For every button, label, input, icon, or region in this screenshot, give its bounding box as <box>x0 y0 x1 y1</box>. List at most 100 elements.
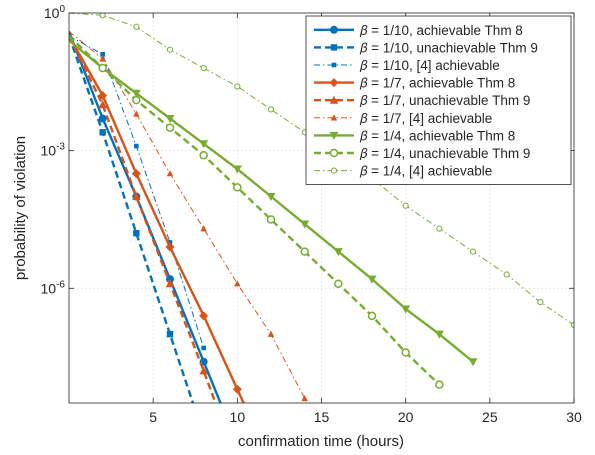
marker <box>267 330 275 337</box>
legend-item: 𝛽 = 1/7, [4] achievable <box>314 111 492 126</box>
marker <box>131 89 141 98</box>
marker <box>301 394 308 402</box>
legend-item: 𝛽 = 1/4, [4] achievable <box>314 164 492 179</box>
legend-label: 𝛽 = 1/10, unachievable Thm 9 <box>359 40 538 55</box>
marker <box>165 123 175 132</box>
marker <box>330 114 338 121</box>
marker <box>503 271 510 278</box>
marker <box>469 248 477 255</box>
marker <box>468 358 478 367</box>
marker <box>329 78 339 88</box>
marker <box>266 215 276 224</box>
marker <box>166 330 174 338</box>
marker <box>401 348 410 357</box>
marker <box>99 13 106 19</box>
legend-item: 𝛽 = 1/7, achievable Thm 8 <box>314 76 515 91</box>
x-tick-label: 30 <box>566 409 582 425</box>
marker <box>435 380 444 389</box>
legend-item: 𝛽 = 1/4, unachievable Thm 9 <box>314 146 530 161</box>
marker <box>234 280 241 287</box>
marker <box>99 129 106 136</box>
marker <box>201 345 206 351</box>
legend-label: 𝛽 = 1/7, achievable Thm 8 <box>359 76 515 91</box>
series-1 <box>69 30 222 403</box>
marker <box>330 25 338 34</box>
series-3 <box>69 35 206 351</box>
marker <box>166 170 174 177</box>
legend-item: 𝛽 = 1/7, unachievable Thm 9 <box>314 93 530 108</box>
series-line <box>69 35 195 403</box>
marker <box>133 230 140 237</box>
marker <box>402 202 409 209</box>
x-tick-label: 10 <box>230 409 246 425</box>
legend: 𝛽 = 1/10, achievable Thm 8 𝛽 = 1/10, unac… <box>305 15 572 185</box>
legend-label: 𝛽 = 1/4, achievable Thm 8 <box>359 128 515 143</box>
marker <box>99 55 106 62</box>
legend-label: 𝛽 = 1/7, unachievable Thm 9 <box>359 93 530 108</box>
marker <box>401 305 411 314</box>
marker <box>98 100 107 109</box>
marker <box>436 225 443 232</box>
marker <box>133 110 140 117</box>
legend-label: 𝛽 = 1/4, unachievable Thm 9 <box>359 146 530 161</box>
legend-item: 𝛽 = 1/10, achievable Thm 8 <box>314 23 523 38</box>
series-5 <box>69 35 217 403</box>
marker <box>367 311 377 321</box>
marker <box>300 247 309 256</box>
legend-item: 𝛽 = 1/10, unachievable Thm 9 <box>314 40 538 55</box>
marker <box>330 44 338 51</box>
series-8 <box>69 35 444 389</box>
series-line <box>69 35 441 386</box>
marker <box>165 279 175 288</box>
x-tick-label: 5 <box>149 409 157 425</box>
marker <box>133 23 140 30</box>
x-tick-label: 20 <box>398 409 414 425</box>
marker <box>367 275 377 284</box>
marker <box>134 143 139 149</box>
series-4 <box>69 35 245 403</box>
marker <box>329 95 339 104</box>
marker <box>234 83 241 90</box>
marker <box>167 240 173 245</box>
series-6 <box>69 31 308 402</box>
y-tick-label: 10-3 <box>41 142 66 159</box>
marker <box>131 169 141 179</box>
series-2 <box>69 35 195 403</box>
marker <box>232 384 242 394</box>
x-axis: 5 10 15 20 25 30 <box>149 13 582 425</box>
y-tick-label: 10-6 <box>41 279 66 296</box>
series-line <box>69 31 306 399</box>
series-line <box>69 30 222 403</box>
marker <box>98 114 107 123</box>
y-axis: 100 10-3 10-6 <box>41 4 574 296</box>
marker <box>165 242 175 252</box>
marker <box>200 64 207 72</box>
marker <box>233 183 242 192</box>
marker <box>100 51 105 57</box>
legend-label: 𝛽 = 1/7, [4] achievable <box>359 111 492 126</box>
marker <box>199 150 208 160</box>
legend-item: 𝛽 = 1/4, achievable Thm 8 <box>314 128 515 143</box>
marker <box>232 165 242 174</box>
y-axis-label: probability of violation <box>12 136 29 280</box>
marker <box>98 63 107 73</box>
marker <box>200 225 207 232</box>
x-axis-label: confirmation time (hours) <box>238 433 404 450</box>
marker <box>300 220 310 229</box>
marker <box>434 330 444 339</box>
marker <box>267 106 275 113</box>
series-line <box>69 35 217 403</box>
marker <box>330 167 338 174</box>
marker <box>333 248 343 257</box>
legend-item: 𝛽 = 1/10, [4] achievable <box>314 58 500 73</box>
marker <box>329 148 339 158</box>
marker <box>570 321 574 329</box>
legend-label: 𝛽 = 1/4, [4] achievable <box>359 164 492 179</box>
marker <box>537 298 544 306</box>
x-tick-label: 25 <box>482 409 498 425</box>
legend-label: 𝛽 = 1/10, [4] achievable <box>359 58 500 73</box>
marker <box>132 95 141 105</box>
marker <box>334 279 343 288</box>
marker <box>132 192 141 201</box>
